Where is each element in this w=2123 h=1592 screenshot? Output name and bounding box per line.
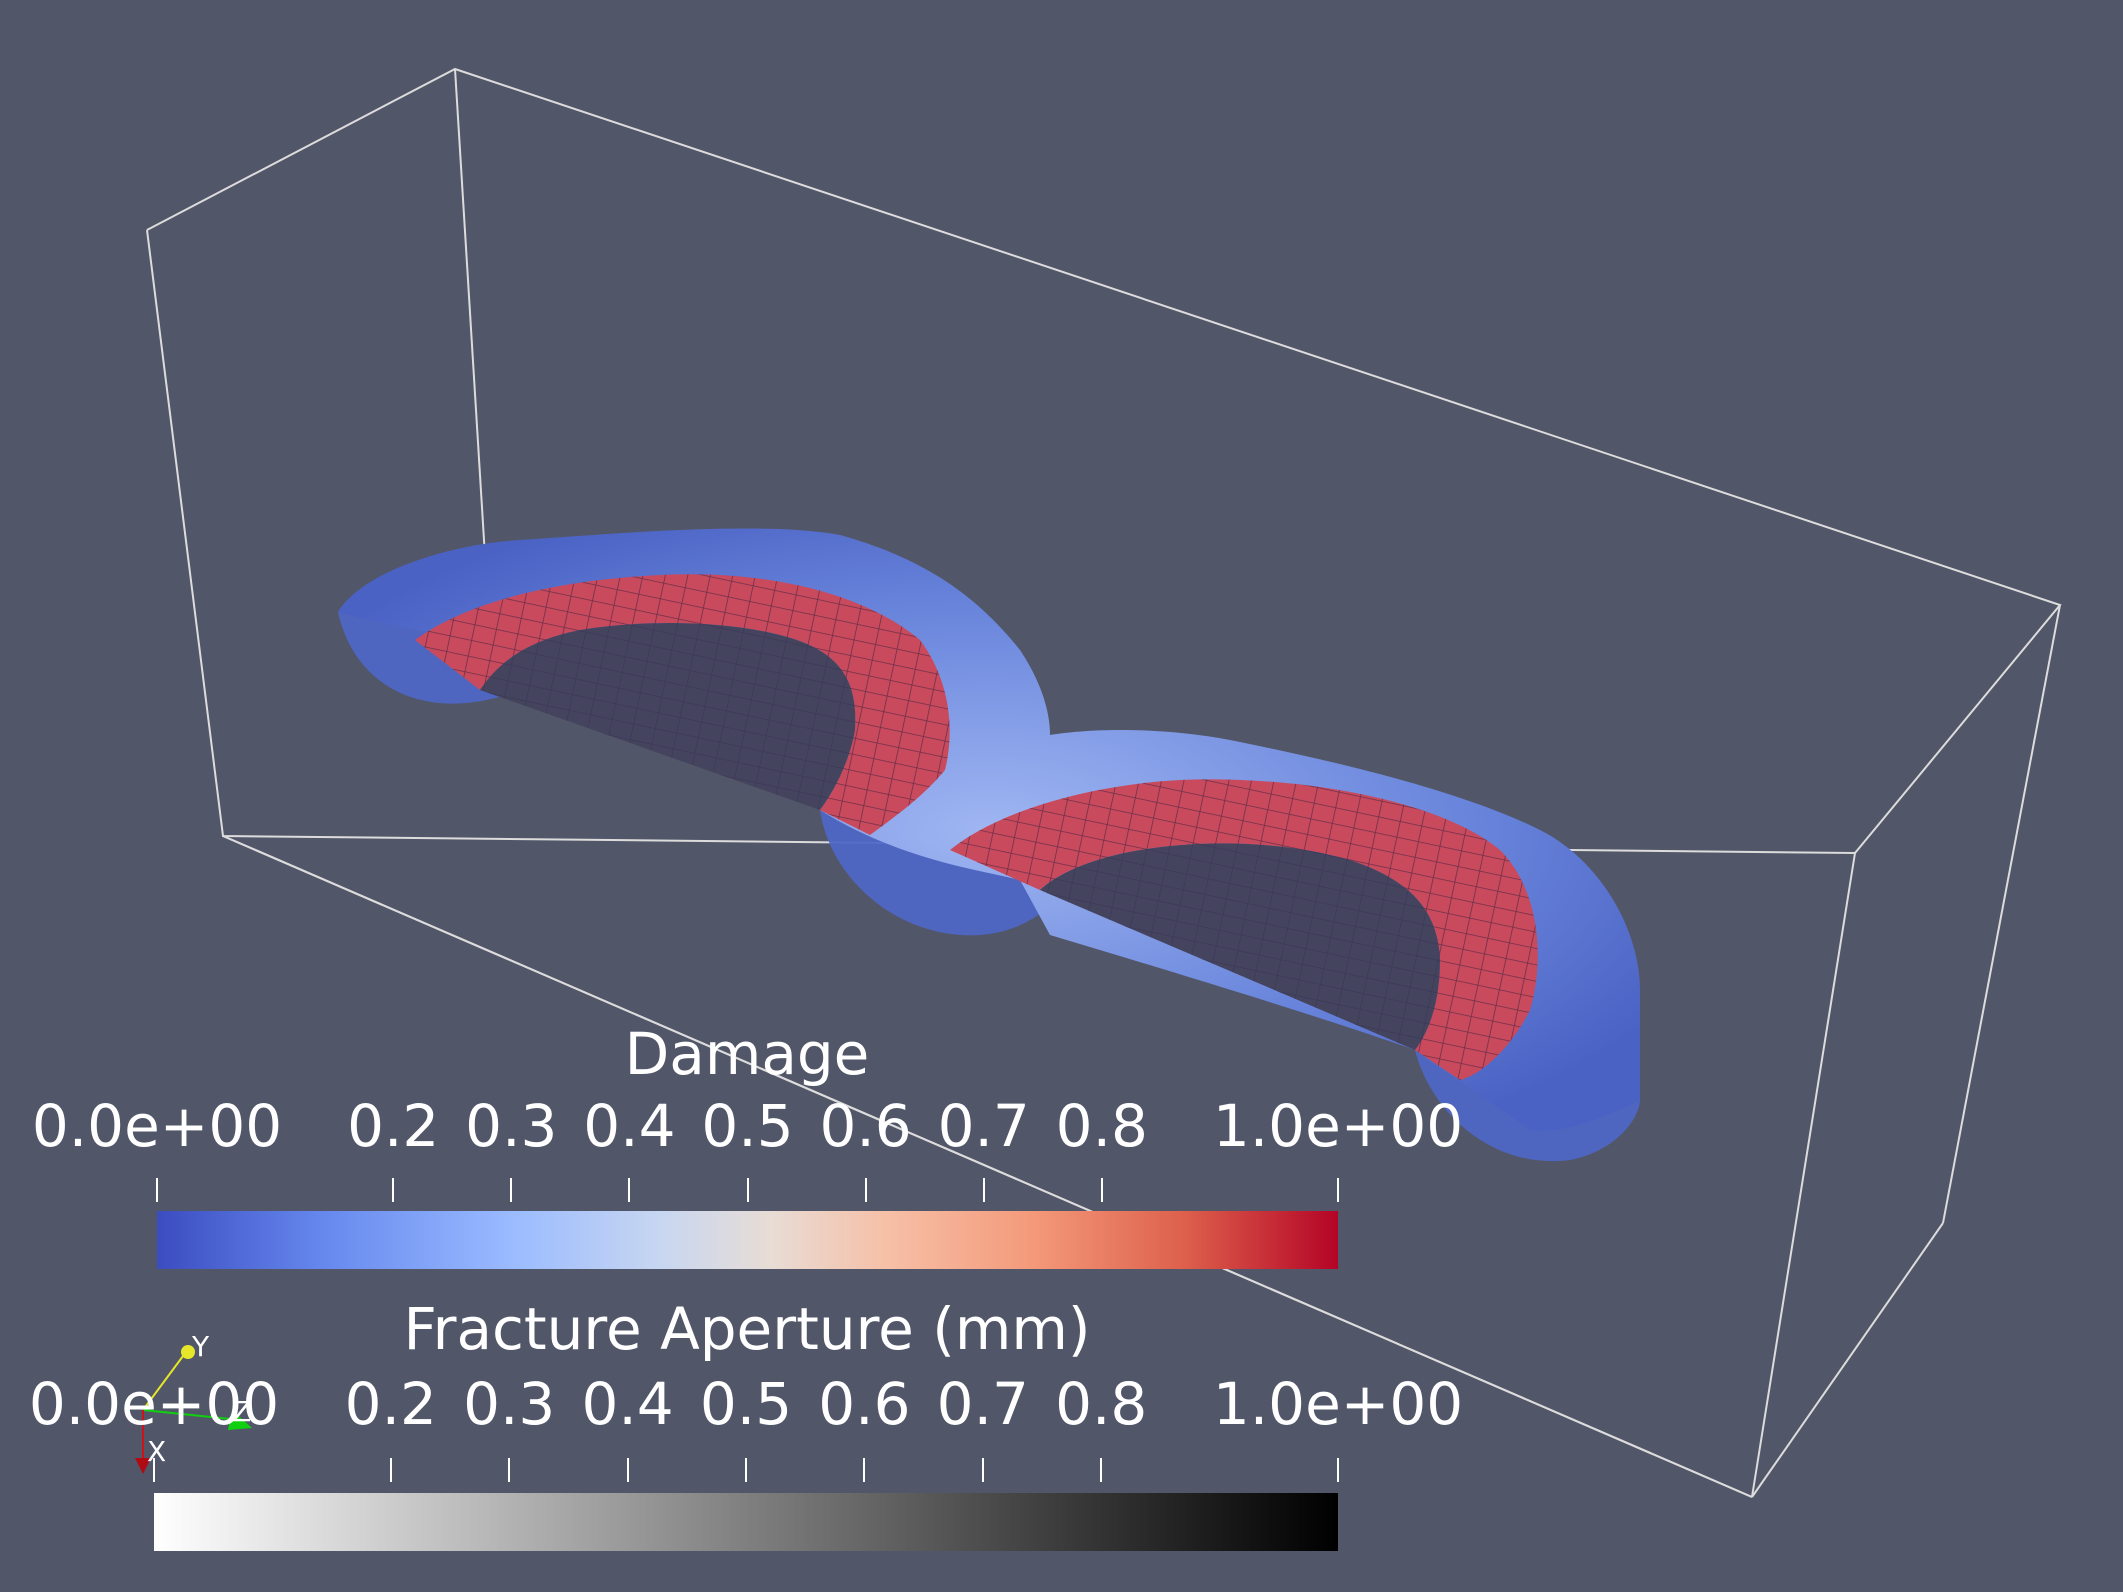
aperture-bar-tick-label: 0.5 (699, 1370, 793, 1438)
z-axis-label: Z (232, 1395, 252, 1428)
aperture-bar-tick-mark (981, 1458, 984, 1482)
damage-bar-tick-label: 0.3 (465, 1092, 558, 1160)
x-axis-label: X (147, 1435, 167, 1468)
damage-bar-tick-label: 1.0e+00 (1212, 1092, 1464, 1160)
orientation-axes[interactable] (135, 1345, 252, 1474)
damage-bar-tick-mark (982, 1178, 985, 1202)
aperture-bar-tick-label: 0.0e+00 (28, 1370, 280, 1438)
aperture-bar-tick-label: 0.6 (818, 1370, 911, 1438)
aperture-bar-tick-label: 0.3 (463, 1370, 556, 1438)
damage-bar-tick-mark (156, 1178, 158, 1202)
aperture-bar-tick-mark (1100, 1458, 1103, 1482)
aperture-bar-tick-label: 0.4 (581, 1370, 674, 1438)
aperture-bar-tick-label: 1.0e+00 (1212, 1370, 1464, 1438)
damage-bar-tick-mark (746, 1178, 749, 1202)
aperture-bar-tick-mark (1337, 1458, 1339, 1482)
damage-bar-tick-label: 0.8 (1055, 1092, 1148, 1160)
damage-bar-tick-label: 0.7 (937, 1092, 1030, 1160)
damage-mesh (338, 528, 1640, 1162)
damage-bar-tick-mark (510, 1178, 513, 1202)
damage-bar-tick-mark (1100, 1178, 1103, 1202)
damage-bar-tick-label: 0.6 (819, 1092, 912, 1160)
damage-bar-tick-label: 0.4 (583, 1092, 676, 1160)
damage-bar-tick-mark (864, 1178, 867, 1202)
aperture-bar-tick-label: 0.8 (1055, 1370, 1148, 1438)
damage-bar-tick-mark (392, 1178, 395, 1202)
damage-bar-tick-label: 0.5 (701, 1092, 794, 1160)
aperture-bar-tick-label: 0.7 (936, 1370, 1029, 1438)
damage-bar-tick-label: 0.0e+00 (31, 1092, 283, 1160)
damage-colorbar (157, 1211, 1338, 1269)
z-axis-tip (228, 1410, 252, 1430)
damage-bar-title: Damage (624, 1020, 870, 1088)
aperture-bar-tick-mark (745, 1458, 747, 1482)
z-axis-line (142, 1409, 241, 1421)
aperture-bar-tick-mark (626, 1458, 629, 1482)
x-axis-tip (135, 1458, 151, 1474)
y-axis-tip (181, 1345, 195, 1359)
aperture-bar-title: Fracture Aperture (mm) (403, 1295, 1091, 1363)
aperture-bar-tick-mark (153, 1458, 155, 1482)
y-axis-label: Y (192, 1330, 210, 1363)
damage-bar-tick-mark (1337, 1178, 1339, 1202)
aperture-bar-tick-mark (389, 1458, 392, 1482)
aperture-bar-tick-mark (508, 1458, 511, 1482)
bounding-box-front (222, 835, 1753, 1498)
y-axis-line (142, 1351, 187, 1411)
aperture-bar-tick-label: 0.2 (344, 1370, 437, 1438)
aperture-bar-tick-mark (863, 1458, 866, 1482)
damage-bar-tick-mark (628, 1178, 631, 1202)
aperture-colorbar (154, 1493, 1338, 1551)
damage-bar-tick-label: 0.2 (347, 1092, 440, 1160)
